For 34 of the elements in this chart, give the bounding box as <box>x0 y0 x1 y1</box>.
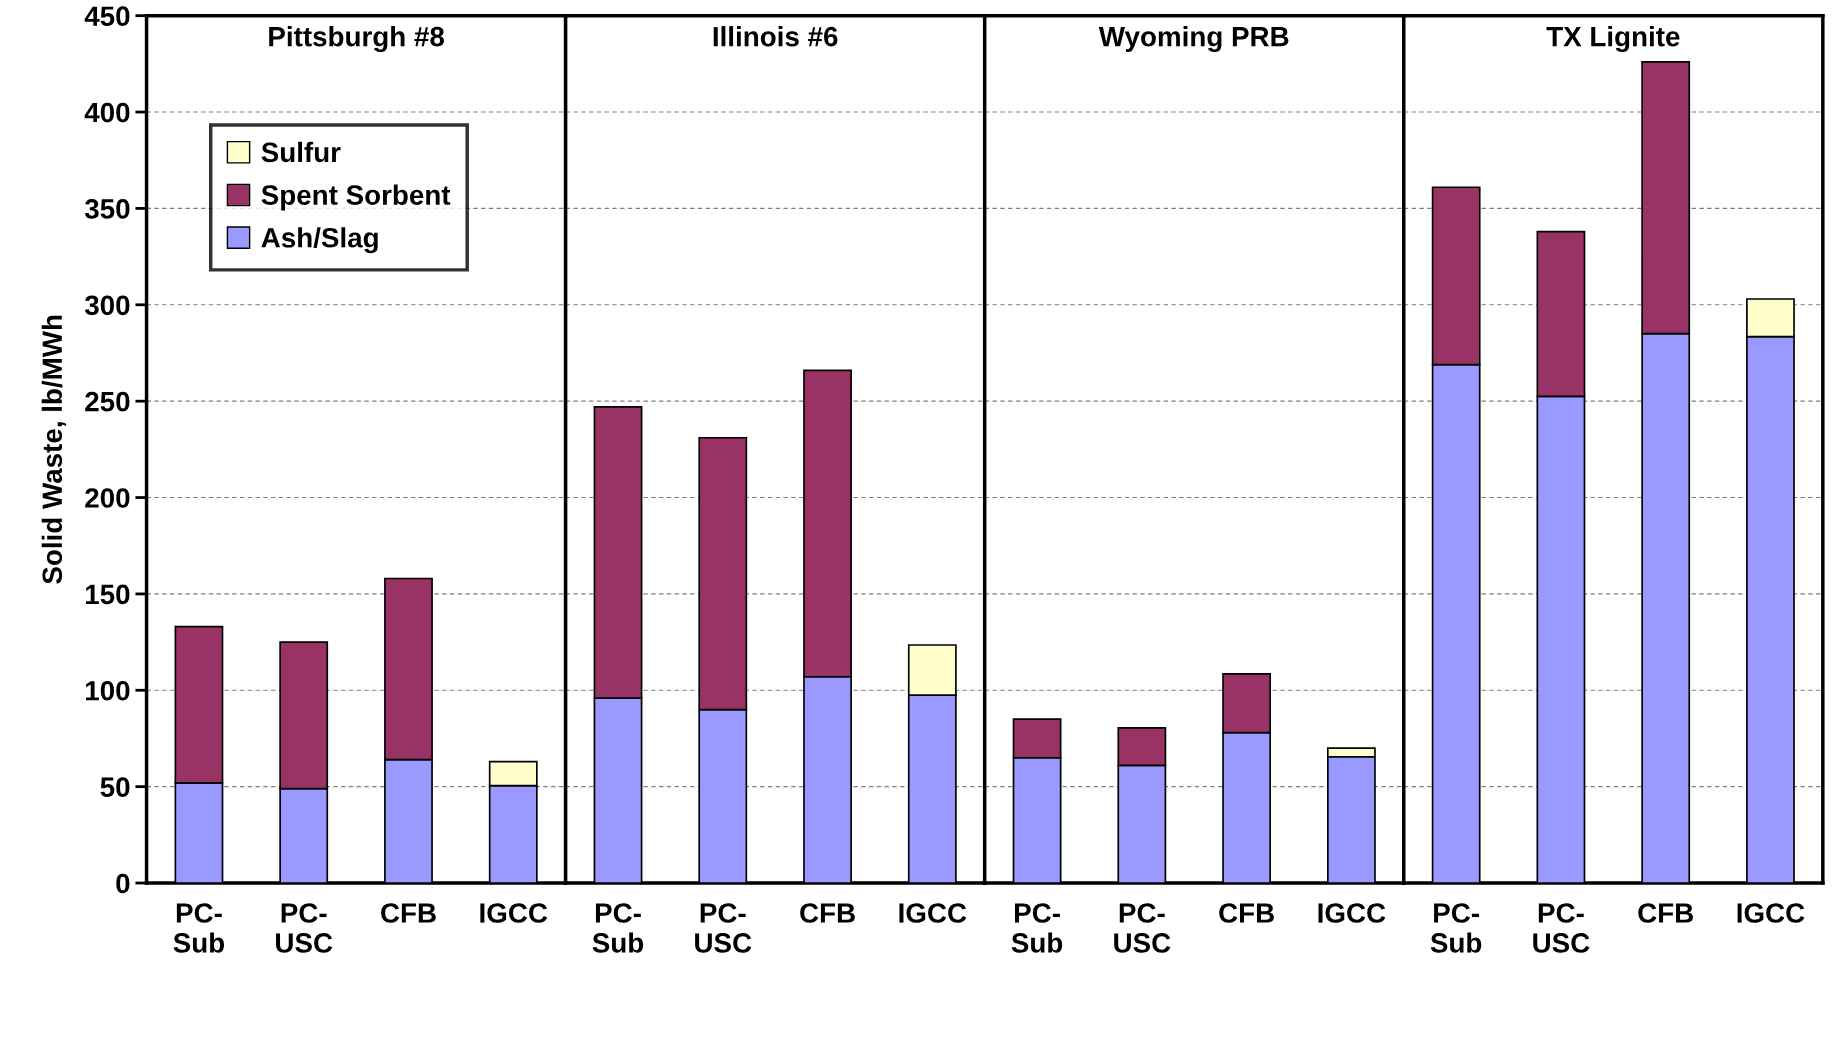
x-tick-label: PC- USC <box>695 903 752 953</box>
x-tick-label: CFB <box>1219 903 1274 923</box>
x-tick-label: CFB <box>1638 903 1693 923</box>
x-tick-label: IGCC <box>480 903 548 923</box>
x-tick-label: CFB <box>800 903 855 923</box>
chart-title: Illinois #6 <box>713 26 838 47</box>
y-tick-label: 50 <box>100 777 130 797</box>
x-tick-label: PC- Sub <box>173 903 225 953</box>
y-axis-title: Solid Waste, lb/MWh <box>41 315 67 584</box>
x-tick-label: IGCC <box>1737 903 1805 923</box>
x-tick-label: CFB <box>381 903 436 923</box>
y-tick-label: 200 <box>85 488 130 508</box>
y-tick-label: 450 <box>84 6 130 27</box>
x-tick-label: PC- USC <box>276 903 333 953</box>
x-tick-label: IGCC <box>899 903 967 923</box>
legend-label: Spent Sorbent <box>261 184 451 211</box>
x-tick-label: PC- Sub <box>592 903 644 953</box>
x-tick-label: PC- USC <box>1114 903 1171 953</box>
x-tick-label: PC- USC <box>1533 903 1590 953</box>
y-tick-label: 350 <box>84 199 130 219</box>
y-tick-label: 300 <box>84 295 130 316</box>
chart-title: Pittsburgh #8 <box>269 26 444 53</box>
x-tick-label: IGCC <box>1318 903 1386 923</box>
x-tick-label: PC- Sub <box>1011 903 1063 953</box>
y-tick-label: 150 <box>86 584 130 605</box>
y-tick-label: 250 <box>85 391 130 412</box>
y-tick-label: 100 <box>86 680 130 701</box>
chart-title: TX Lignite <box>1546 26 1680 53</box>
y-tick-label: 400 <box>84 102 130 123</box>
legend-label: Sulfur <box>261 141 341 163</box>
y-tick-label: 0 <box>116 873 130 894</box>
legend-label: Ash/Slag <box>261 227 378 254</box>
x-tick-label: PC- Sub <box>1430 903 1482 953</box>
chart-title: Wyoming PRB <box>1098 26 1289 53</box>
